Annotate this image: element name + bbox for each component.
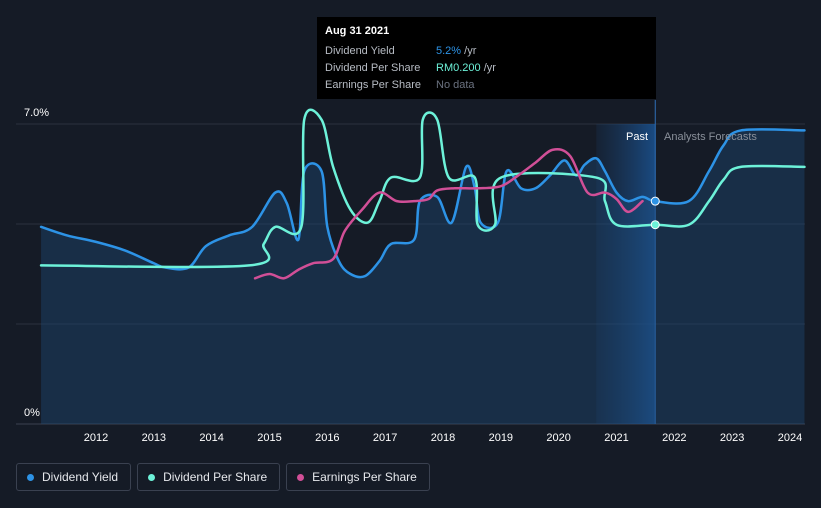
x-tick-label: 2021 (604, 432, 628, 444)
forecast-label: Analysts Forecasts (664, 131, 757, 143)
grid-lines (16, 123, 805, 425)
legend-dot-icon (27, 473, 34, 481)
legend-label: Earnings Per Share (312, 470, 417, 484)
x-tick-label: 2012 (84, 432, 108, 444)
legend-earnings-per-share[interactable]: Earnings Per Share (286, 463, 430, 491)
legend-dividend-yield[interactable]: Dividend Yield (16, 463, 132, 491)
legend-dot-icon (297, 473, 305, 481)
x-tick-label: 2016 (315, 432, 339, 444)
x-tick-label: 2023 (720, 432, 744, 444)
tooltip-label: Earnings Per Share (325, 79, 421, 91)
x-tick-label: 2015 (257, 432, 281, 444)
chart-tooltip: Aug 31 2021 Dividend Yield 5.2% /yr Divid… (317, 17, 656, 99)
legend-dot-icon (148, 473, 156, 481)
dividend-yield-marker (650, 196, 660, 206)
tooltip-row-dividend-per-share: Dividend Per Share RM0.200 /yr (325, 60, 648, 77)
tooltip-label: Dividend Per Share (325, 62, 421, 74)
series-markers (650, 196, 660, 230)
tooltip-value: RM0.200 (436, 62, 481, 74)
tooltip-value: 5.2% (436, 45, 462, 57)
tooltip-row-earnings-per-share: Earnings Per Share No data (325, 77, 648, 94)
x-tick-label: 2020 (546, 432, 570, 444)
chart-labels: 7.0% 0% Past Analysts Forecasts (24, 107, 757, 419)
x-tick-label: 2013 (142, 432, 166, 444)
x-tick-label: 2017 (373, 432, 397, 444)
x-tick-label: 2014 (199, 432, 223, 444)
tooltip-unit: /yr (480, 62, 496, 74)
legend-dividend-per-share[interactable]: Dividend Per Share (137, 463, 281, 491)
y-tick-top: 7.0% (24, 107, 49, 119)
dividend-yield-area (41, 129, 805, 425)
x-tick-label: 2022 (662, 432, 686, 444)
x-tick-label: 2019 (489, 432, 513, 444)
legend-label: Dividend Per Share (163, 470, 268, 484)
tooltip-row-dividend-yield: Dividend Yield 5.2% /yr (325, 43, 648, 60)
tooltip-value: No data (436, 79, 475, 91)
tooltip-date: Aug 31 2021 (325, 25, 390, 37)
earnings-per-share-line (253, 148, 644, 280)
chart-legend: Dividend Yield Dividend Per Share Earnin… (16, 463, 430, 493)
x-tick-label: 2024 (778, 432, 802, 444)
tooltip-unit: /yr (461, 45, 477, 57)
tooltip-label: Dividend Yield (325, 45, 395, 57)
legend-label: Dividend Yield (42, 470, 119, 484)
x-tick-label: 2018 (431, 432, 455, 444)
dividend-yield-line (39, 128, 806, 279)
y-tick-bottom: 0% (24, 407, 40, 419)
dividend-yield-area (41, 129, 805, 425)
past-label: Past (626, 131, 648, 143)
x-axis: 2012 2013 2014 2015 2016 2017 2018 2019 2020 2021… (84, 432, 802, 444)
dividend-per-share-marker (650, 220, 660, 230)
